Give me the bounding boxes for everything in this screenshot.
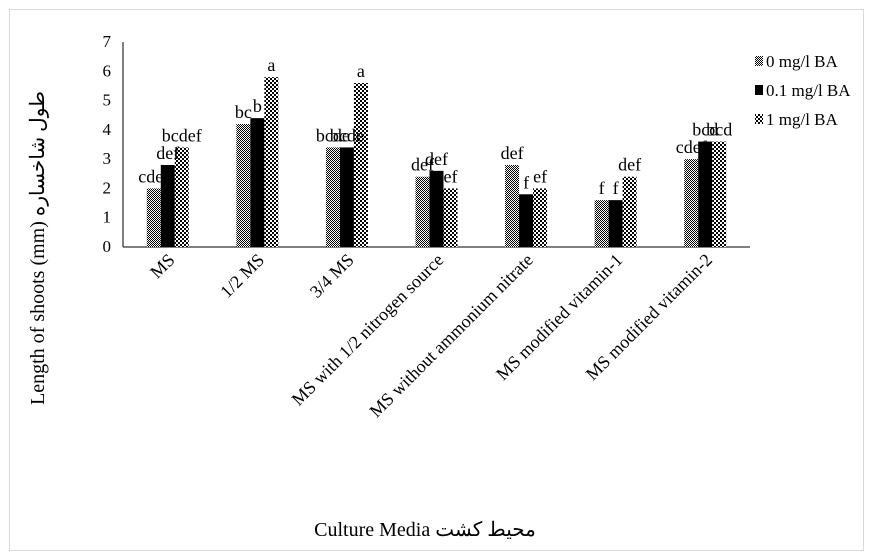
legend-entry: 0.1 mg/l BA	[766, 81, 851, 100]
data-label: bcd	[706, 120, 732, 140]
y-tick-label: 7	[103, 32, 112, 51]
bar	[146, 188, 161, 247]
y-tick-label: 3	[103, 149, 112, 168]
data-label: bcdef	[162, 125, 202, 145]
bar	[353, 83, 368, 247]
bar	[505, 165, 520, 247]
data-label: bc	[235, 102, 252, 122]
bar	[533, 188, 548, 247]
y-tick-label: 0	[103, 237, 112, 256]
bar	[712, 141, 727, 247]
y-tick-label: 2	[103, 178, 112, 197]
category-label: MS	[146, 250, 179, 283]
data-label: f	[599, 178, 605, 198]
data-label: def	[425, 149, 448, 169]
data-label: bcd	[692, 120, 718, 140]
legend-swatch	[755, 56, 763, 66]
y-tick-label: 6	[103, 61, 112, 80]
bar	[339, 147, 354, 247]
y-tick-label: 5	[103, 91, 112, 110]
bar	[698, 141, 713, 247]
data-label: a	[267, 55, 275, 75]
y-tick-label: 4	[103, 120, 112, 139]
bar	[264, 77, 279, 248]
bars-group	[146, 77, 727, 248]
bar	[429, 170, 444, 247]
bar	[250, 118, 265, 248]
bar	[443, 188, 458, 247]
y-axis-title: Length of shoots (mm) طول شاخساره	[27, 91, 49, 405]
bar	[519, 194, 534, 247]
category-label: 1/2 MS	[216, 250, 268, 302]
legend-swatch	[755, 85, 763, 95]
axes: 0 1 2 3 4 5 6 7	[103, 32, 750, 256]
legend-swatch	[755, 114, 763, 124]
data-label: f	[523, 172, 529, 192]
data-label: def	[411, 155, 434, 175]
data-label: cdef	[138, 166, 169, 186]
bar	[325, 147, 340, 247]
bar	[415, 176, 430, 247]
data-label: def	[618, 155, 641, 175]
bar	[594, 200, 609, 247]
bar	[160, 165, 175, 247]
bar	[684, 159, 699, 247]
legend: 0 mg/l BA 0.1 mg/l BA 1 mg/l BA	[755, 52, 851, 129]
bar	[622, 176, 637, 247]
category-label: 3/4 MS	[306, 250, 358, 302]
category-label: MS without ammonium nitrate	[365, 250, 536, 421]
bar	[608, 200, 623, 247]
data-label: bcde	[330, 125, 364, 145]
data-label: ef	[533, 166, 547, 186]
data-label: f	[613, 178, 619, 198]
legend-entry: 1 mg/l BA	[766, 110, 839, 129]
bar	[174, 147, 189, 247]
y-tick-label: 1	[103, 208, 112, 227]
data-label: a	[357, 61, 365, 81]
data-label: cdef	[676, 137, 707, 157]
data-label: b	[253, 96, 262, 116]
data-label: def	[156, 143, 179, 163]
bar	[236, 124, 251, 247]
legend-entry: 0 mg/l BA	[766, 52, 839, 71]
x-axis-title: Culture Media محیط کشت	[314, 519, 536, 541]
category-label: MS with 1/2 nitrogen source	[288, 250, 448, 410]
data-label: bcde	[316, 125, 350, 145]
data-label: ef	[444, 166, 458, 186]
data-label: def	[501, 143, 524, 163]
